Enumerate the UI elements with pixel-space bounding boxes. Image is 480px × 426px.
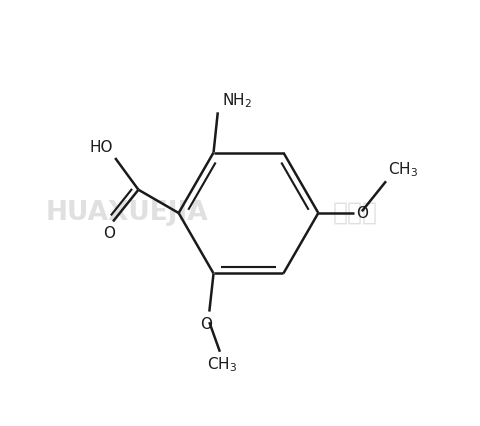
- Text: NH$_2$: NH$_2$: [222, 92, 252, 110]
- Text: 化学加: 化学加: [333, 201, 378, 225]
- Text: O: O: [103, 226, 115, 241]
- Text: HO: HO: [90, 140, 113, 155]
- Text: CH$_3$: CH$_3$: [207, 355, 237, 374]
- Text: CH$_3$: CH$_3$: [388, 161, 418, 179]
- Text: HUAXUEJIA: HUAXUEJIA: [45, 200, 208, 226]
- Text: O: O: [200, 317, 212, 332]
- Text: O: O: [356, 205, 368, 221]
